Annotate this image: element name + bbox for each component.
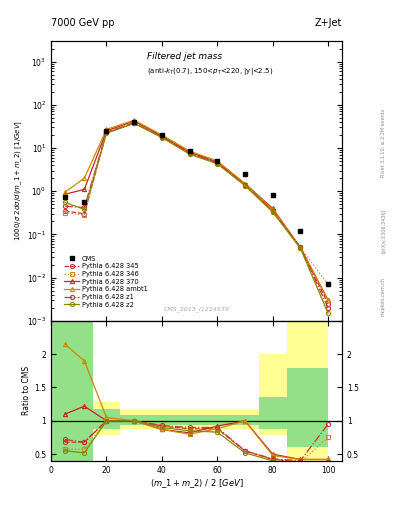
X-axis label: $(m\_1 + m\_2)\ /\ 2\ [GeV]$: $(m\_1 + m\_2)\ /\ 2\ [GeV]$ (150, 477, 243, 490)
Pythia 6.428 ambt1 (326, 297, 331, 303)
Pythia 6.428 z2 (132, 120, 136, 126)
Pythia 6.428 z1 (242, 182, 247, 188)
Pythia 6.428 ambt1 (187, 148, 192, 154)
Text: 7000 GeV pp: 7000 GeV pp (51, 18, 115, 28)
Pythia 6.428 370 (160, 133, 164, 139)
Pythia 6.428 z1 (104, 130, 109, 136)
Text: Filtered jet mass: Filtered jet mass (147, 52, 222, 61)
Pythia 6.428 z2 (82, 206, 87, 212)
Pythia 6.428 z2 (160, 135, 164, 141)
Pythia 6.428 ambt1 (104, 126, 109, 133)
Line: Pythia 6.428 z2: Pythia 6.428 z2 (63, 121, 330, 315)
Pythia 6.428 z2 (62, 199, 67, 205)
Pythia 6.428 ambt1 (132, 117, 136, 123)
Pythia 6.428 346 (104, 130, 109, 136)
Pythia 6.428 z2 (326, 310, 331, 316)
Pythia 6.428 ambt1 (298, 244, 303, 250)
Pythia 6.428 z1 (270, 208, 275, 214)
Line: Pythia 6.428 370: Pythia 6.428 370 (63, 119, 330, 302)
CMS (132, 119, 136, 125)
Line: Pythia 6.428 z1: Pythia 6.428 z1 (63, 121, 330, 310)
Legend: CMS, Pythia 6.428 345, Pythia 6.428 346, Pythia 6.428 370, Pythia 6.428 ambt1, P: CMS, Pythia 6.428 345, Pythia 6.428 346,… (63, 254, 149, 309)
Pythia 6.428 370 (326, 297, 331, 303)
Pythia 6.428 370 (132, 118, 136, 124)
Pythia 6.428 z1 (298, 244, 303, 250)
Pythia 6.428 z1 (82, 204, 87, 210)
Pythia 6.428 370 (187, 149, 192, 155)
Y-axis label: Ratio to CMS: Ratio to CMS (22, 366, 31, 415)
Line: Pythia 6.428 ambt1: Pythia 6.428 ambt1 (63, 118, 330, 302)
Pythia 6.428 z2 (242, 182, 247, 188)
Pythia 6.428 ambt1 (215, 158, 220, 164)
CMS (104, 127, 109, 134)
Pythia 6.428 346 (270, 208, 275, 214)
Pythia 6.428 z2 (270, 209, 275, 215)
Pythia 6.428 ambt1 (82, 175, 87, 181)
Pythia 6.428 346 (242, 182, 247, 188)
Pythia 6.428 345 (187, 151, 192, 157)
Pythia 6.428 370 (104, 127, 109, 134)
CMS (242, 171, 247, 177)
Pythia 6.428 345 (104, 130, 109, 136)
Pythia 6.428 z1 (187, 151, 192, 157)
Text: [arXiv:1306.3436]: [arXiv:1306.3436] (381, 208, 386, 252)
CMS (82, 199, 87, 205)
CMS (160, 132, 164, 138)
Pythia 6.428 345 (326, 301, 331, 307)
Pythia 6.428 345 (132, 120, 136, 126)
Pythia 6.428 346 (215, 160, 220, 166)
Pythia 6.428 346 (132, 120, 136, 126)
Y-axis label: $1000/\sigma\ 2d\sigma/d(m\_1 + m\_2)\ [1/GeV]$: $1000/\sigma\ 2d\sigma/d(m\_1 + m\_2)\ [… (14, 120, 24, 242)
Text: mcplots.cern.ch: mcplots.cern.ch (381, 278, 386, 316)
Pythia 6.428 z2 (298, 245, 303, 251)
Pythia 6.428 370 (62, 191, 67, 197)
Text: Rivet 3.1.10, ≥ 2.2M events: Rivet 3.1.10, ≥ 2.2M events (381, 109, 386, 178)
Pythia 6.428 ambt1 (270, 206, 275, 212)
CMS (187, 148, 192, 154)
CMS (62, 194, 67, 200)
Text: (anti-$k_T$(0.7), 150<$p_T$<220, |y|<2.5): (anti-$k_T$(0.7), 150<$p_T$<220, |y|<2.5… (147, 66, 274, 77)
Pythia 6.428 346 (160, 134, 164, 140)
Pythia 6.428 346 (187, 151, 192, 157)
Line: CMS: CMS (62, 120, 331, 287)
Pythia 6.428 z1 (215, 160, 220, 166)
Pythia 6.428 z1 (132, 120, 136, 126)
Pythia 6.428 370 (215, 159, 220, 165)
Pythia 6.428 ambt1 (62, 189, 67, 195)
Pythia 6.428 345 (242, 182, 247, 188)
Pythia 6.428 370 (242, 181, 247, 187)
Pythia 6.428 345 (215, 160, 220, 166)
Pythia 6.428 345 (62, 208, 67, 214)
Pythia 6.428 345 (298, 244, 303, 250)
Pythia 6.428 345 (82, 211, 87, 217)
Text: CMS_2013_I1224539: CMS_2013_I1224539 (163, 307, 230, 312)
Pythia 6.428 370 (270, 205, 275, 211)
Pythia 6.428 z2 (187, 151, 192, 157)
Pythia 6.428 ambt1 (242, 181, 247, 187)
Pythia 6.428 370 (82, 186, 87, 193)
Pythia 6.428 346 (62, 209, 67, 216)
Pythia 6.428 346 (326, 281, 331, 287)
Pythia 6.428 z1 (160, 134, 164, 140)
CMS (215, 158, 220, 164)
Text: Z+Jet: Z+Jet (314, 18, 342, 28)
Pythia 6.428 ambt1 (160, 132, 164, 138)
Pythia 6.428 345 (160, 134, 164, 140)
Pythia 6.428 345 (270, 208, 275, 214)
Pythia 6.428 370 (298, 244, 303, 250)
Pythia 6.428 z1 (326, 305, 331, 311)
Pythia 6.428 346 (298, 244, 303, 250)
CMS (298, 228, 303, 234)
CMS (326, 281, 331, 287)
Pythia 6.428 346 (82, 212, 87, 218)
Pythia 6.428 z2 (104, 130, 109, 136)
Pythia 6.428 z1 (62, 203, 67, 209)
Line: Pythia 6.428 345: Pythia 6.428 345 (63, 121, 330, 306)
Pythia 6.428 z2 (215, 161, 220, 167)
CMS (270, 193, 275, 199)
Line: Pythia 6.428 346: Pythia 6.428 346 (63, 121, 330, 286)
